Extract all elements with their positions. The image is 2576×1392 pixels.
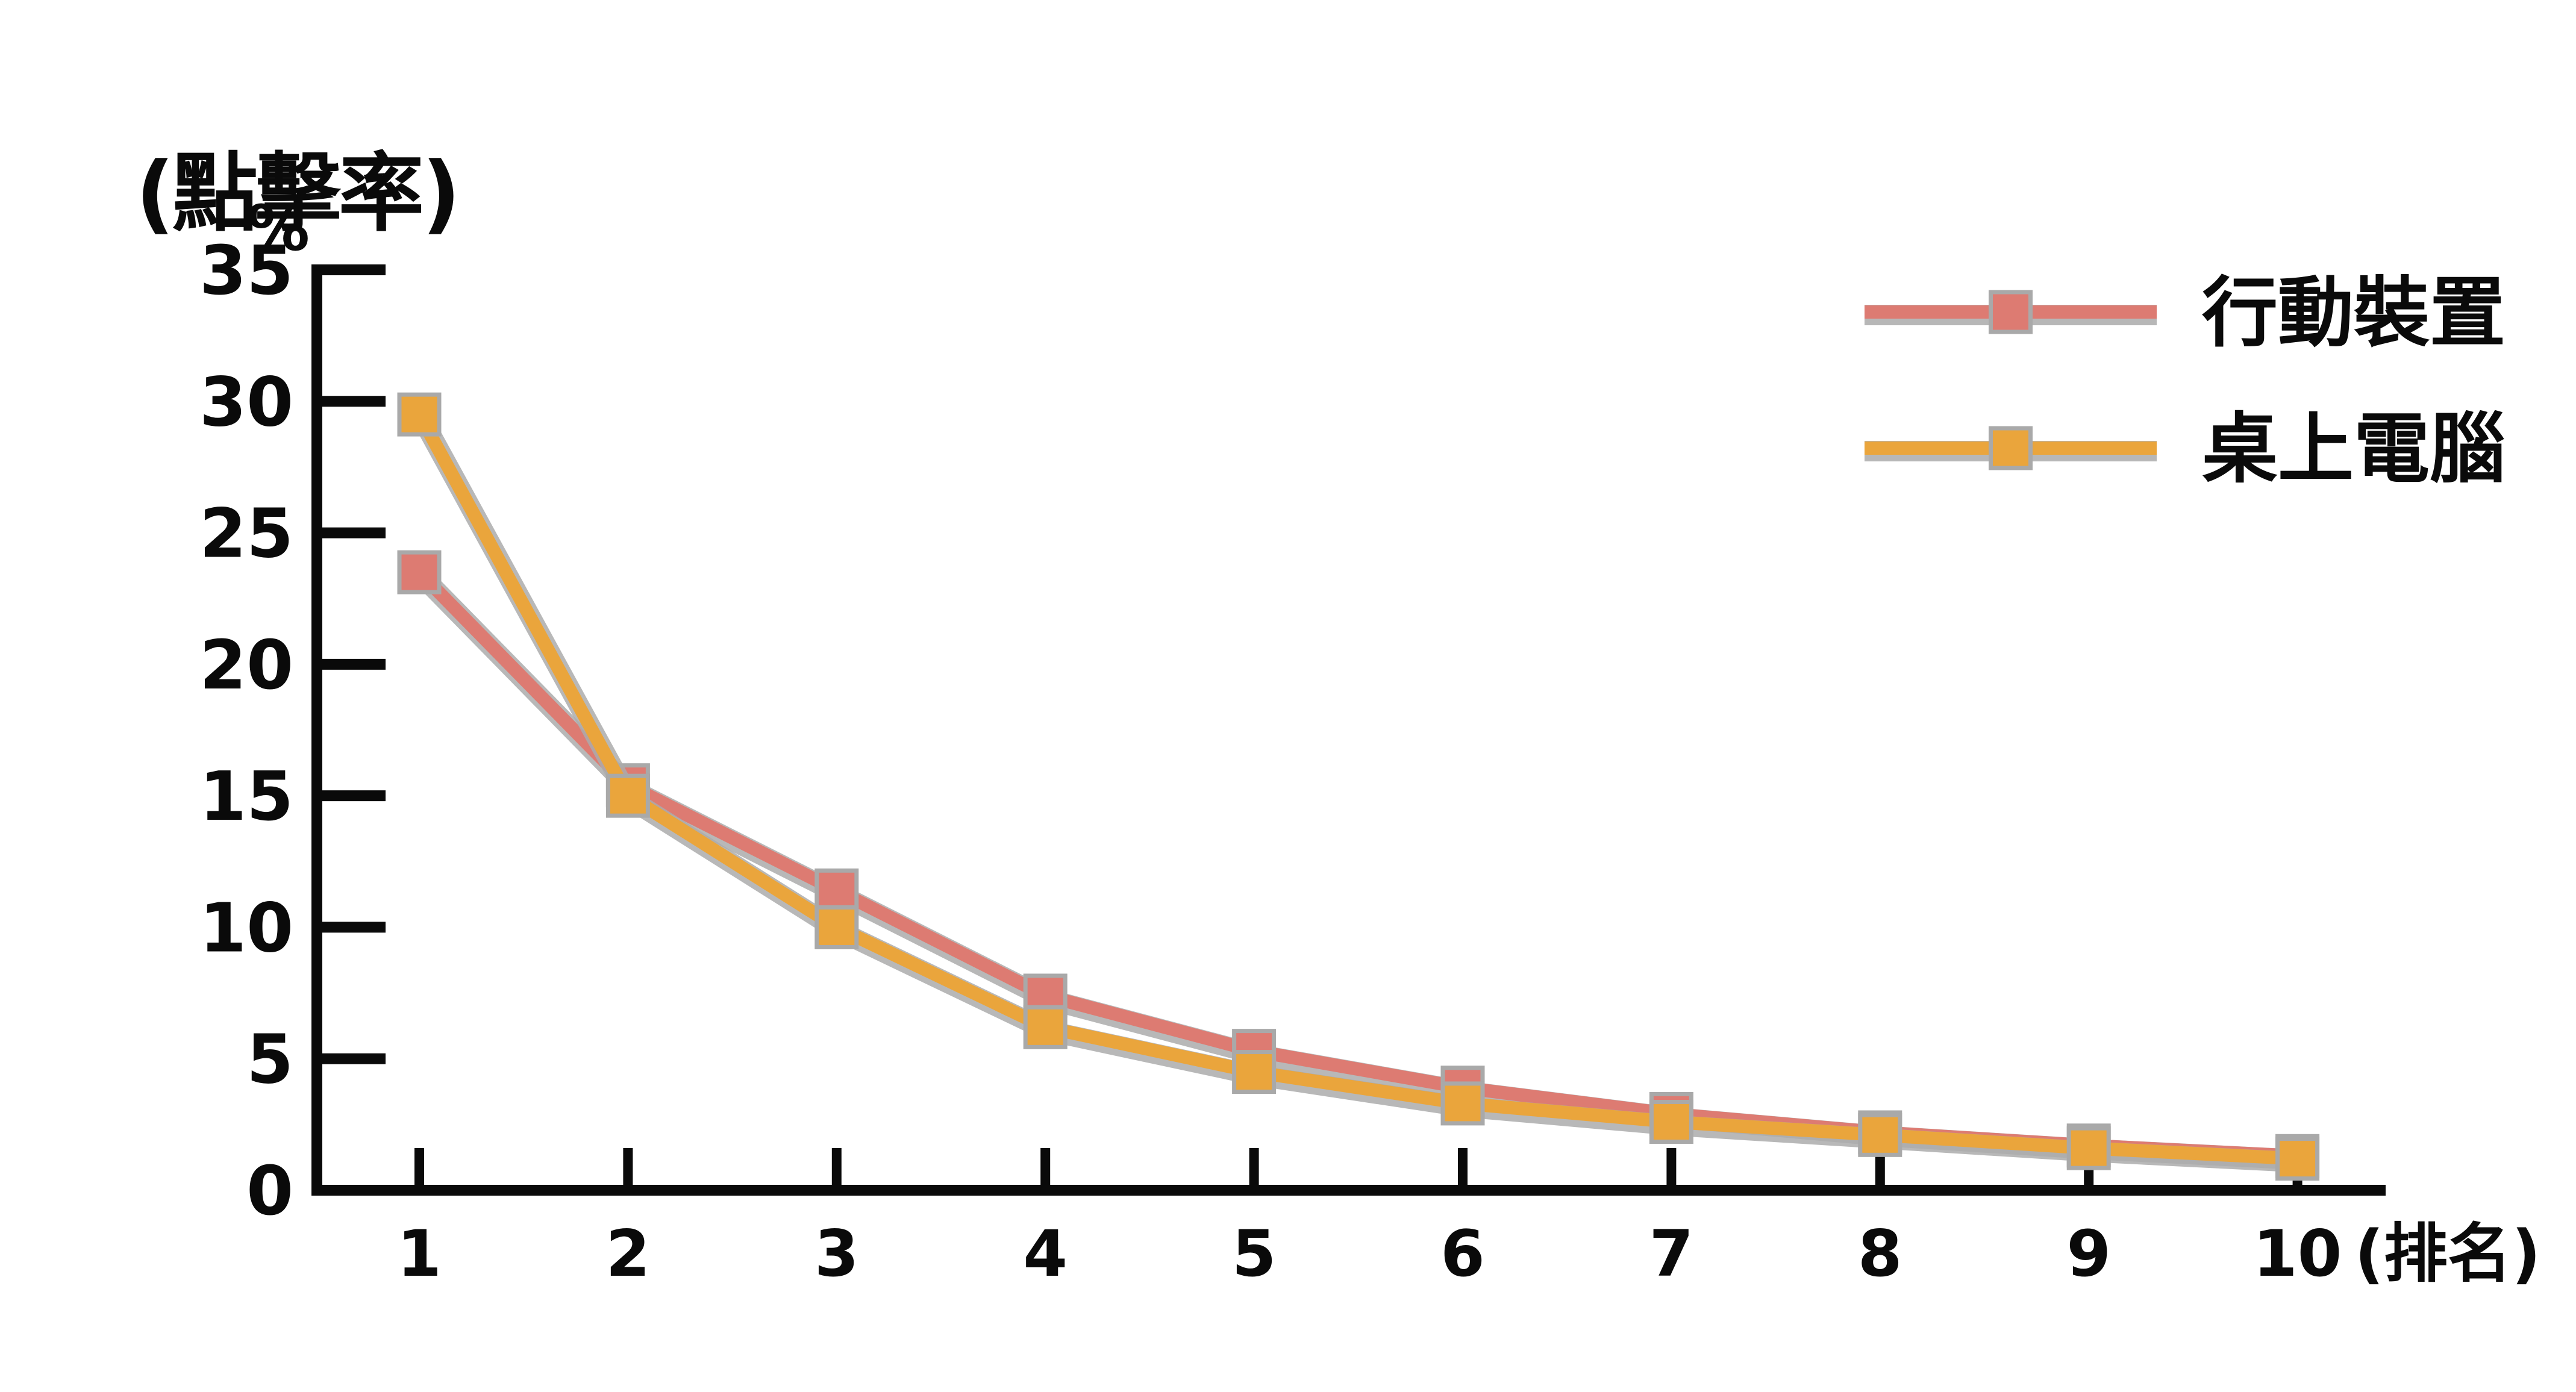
x-axis-tick-label: 1	[397, 1217, 442, 1291]
series-桌上電腦	[397, 392, 2320, 1181]
legend-label: 行動裝置	[2202, 269, 2506, 357]
data-point-marker	[814, 905, 859, 949]
x-axis-tick-label: 10	[2253, 1217, 2342, 1291]
data-point-marker	[2066, 1126, 2111, 1170]
y-axis-tick-label: 25	[199, 495, 293, 573]
data-series	[397, 392, 2320, 1181]
y-axis-tick-label: 30	[199, 363, 293, 442]
series-line-shadow	[413, 413, 2301, 1173]
x-axis-tick-label: 2	[606, 1217, 651, 1291]
legend-marker	[1989, 426, 2033, 470]
data-point-marker	[1232, 1050, 1277, 1094]
legend-marker	[1989, 290, 2033, 334]
x-axis-tick-label: 3	[814, 1217, 859, 1291]
data-point-marker	[397, 550, 442, 595]
y-axis-tick-label: 15	[199, 758, 293, 836]
legend-label: 桌上電腦	[2202, 405, 2506, 493]
legend-item-桌上電腦: 桌上電腦	[1865, 405, 2506, 493]
data-point-marker	[1440, 1081, 1485, 1126]
y-axis-unit-label: %	[246, 192, 310, 265]
y-axis-tick-label: 20	[199, 626, 293, 705]
y-axis-title: (點擊率)	[136, 144, 461, 243]
series-line	[413, 411, 2298, 1166]
y-axis-tick-label: 10	[199, 889, 293, 967]
y-axis-ticks: 0 5 10 15 20 25 30 35	[199, 232, 386, 1231]
data-point-marker	[2275, 1137, 2320, 1181]
data-point-marker	[605, 773, 650, 818]
x-axis-ticks: 1 2 3 4 5 6 7 8 9 10 (排名)	[397, 1148, 2540, 1291]
y-axis-tick-label: 0	[246, 1152, 293, 1231]
x-axis-tick-label: 6	[1440, 1217, 1485, 1291]
series-line	[414, 567, 2298, 1163]
x-axis-tick-label: 7	[1649, 1217, 1694, 1291]
y-axis-tick-label: 35	[199, 232, 293, 310]
data-point-marker	[397, 392, 442, 437]
data-point-marker	[1649, 1099, 1693, 1144]
x-axis-tick-label: 8	[1858, 1217, 1902, 1291]
axes	[311, 265, 2386, 1196]
y-axis-tick-label: 5	[246, 1021, 293, 1099]
x-axis-suffix-label: (排名)	[2355, 1217, 2541, 1291]
x-axis-tick-label: 4	[1023, 1217, 1068, 1291]
data-point-marker	[1858, 1113, 1902, 1157]
x-axis-tick-label: 5	[1232, 1217, 1277, 1291]
data-point-marker	[814, 868, 859, 913]
legend-item-行動裝置: 行動裝置	[1865, 269, 2506, 357]
data-point-marker	[1023, 1005, 1068, 1049]
x-axis-tick-label: 9	[2066, 1217, 2111, 1291]
